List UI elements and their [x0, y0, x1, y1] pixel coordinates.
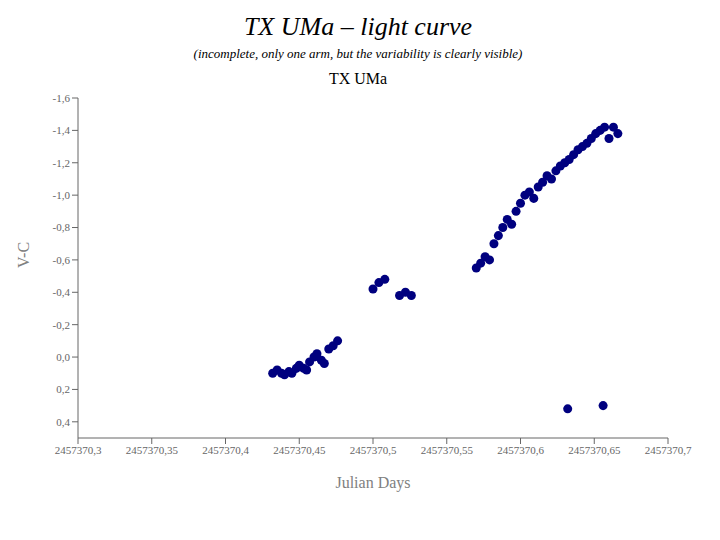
svg-text:2457370,5: 2457370,5	[350, 444, 397, 456]
svg-text:-1,4: -1,4	[53, 124, 71, 136]
svg-text:-0,2: -0,2	[53, 319, 70, 331]
html-text:(incomplete, only one arm, but: (incomplete, only one arm, but the varia…	[193, 46, 523, 61]
svg-text:2457370,4: 2457370,4	[202, 444, 249, 456]
svg-text:2457370,7: 2457370,7	[645, 444, 692, 456]
html-text:TX UMa: TX UMa	[328, 70, 388, 87]
html-text:TX UMa – light curve: TX UMa – light curve	[243, 12, 473, 41]
svg-text:2457370,65: 2457370,65	[568, 444, 621, 456]
svg-text:0,0: 0,0	[56, 351, 70, 363]
svg-text:-1,2: -1,2	[53, 157, 70, 169]
svg-text:0,4: 0,4	[56, 416, 70, 428]
svg-text:2457370,45: 2457370,45	[273, 444, 326, 456]
svg-text:0,2: 0,2	[56, 383, 70, 395]
svg-text:-0,6: -0,6	[53, 254, 71, 266]
svg-text:2457370,6: 2457370,6	[497, 444, 544, 456]
svg-text:-1,0: -1,0	[53, 189, 71, 201]
svg-text:2457370,55: 2457370,55	[421, 444, 474, 456]
svg-text:V-C: V-C	[15, 242, 32, 268]
svg-text:-0,8: -0,8	[53, 221, 71, 233]
svg-text:-0,4: -0,4	[53, 286, 71, 298]
svg-text:Julian Days: Julian Days	[335, 474, 410, 492]
svg-text:2457370,3: 2457370,3	[55, 444, 102, 456]
svg-text:-1,6: -1,6	[53, 92, 71, 104]
svg-text:2457370,35: 2457370,35	[126, 444, 179, 456]
